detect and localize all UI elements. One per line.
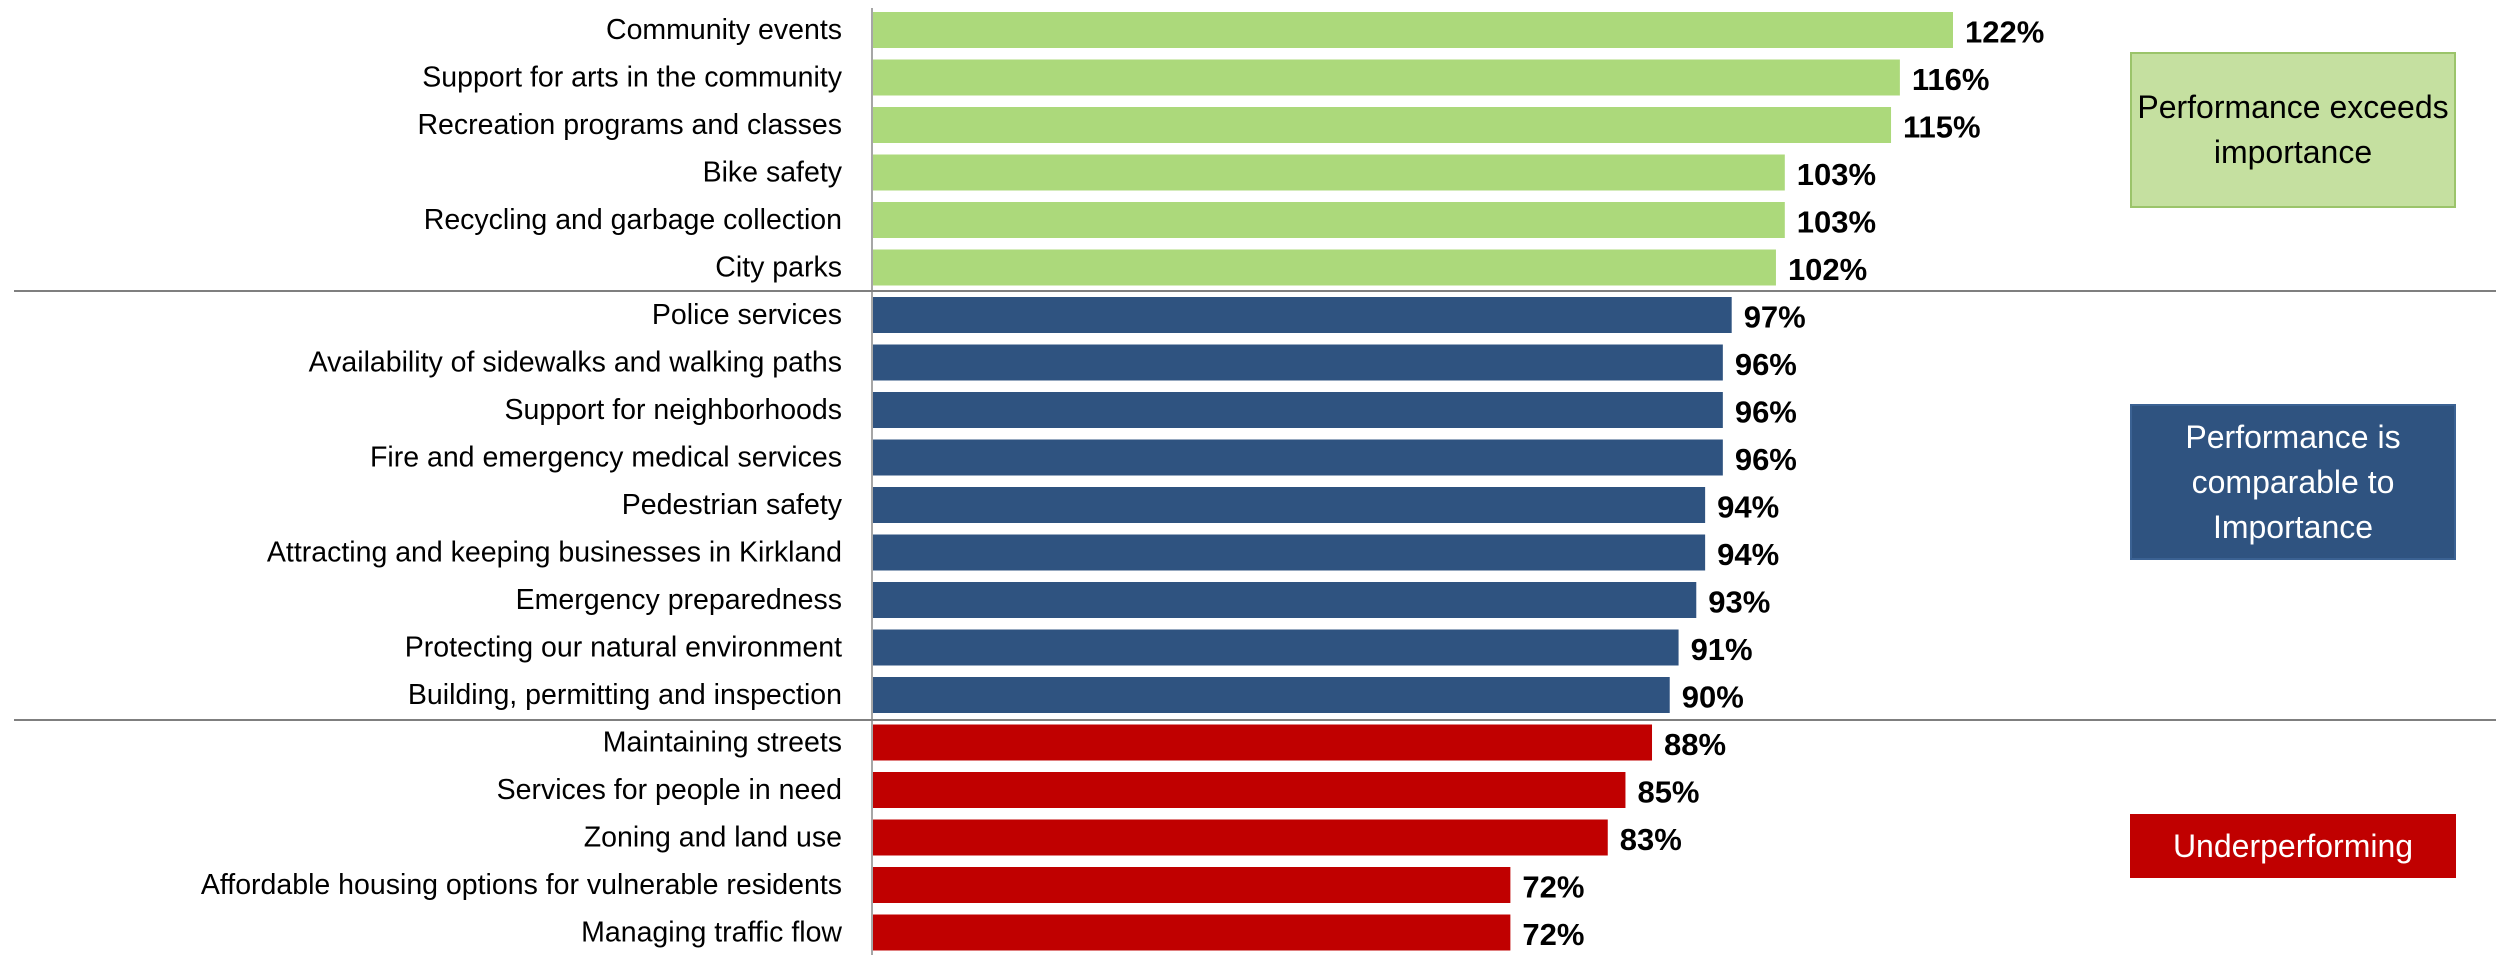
bar [873, 344, 1723, 381]
bar [873, 297, 1732, 333]
category-label: Support for neighborhoods [505, 394, 843, 426]
bar [873, 819, 1608, 856]
legend-performance-comparable: Performance is comparable to Importance [2130, 404, 2456, 560]
bar [873, 914, 1511, 951]
value-label: 72% [1522, 870, 1584, 905]
category-label: Affordable housing options for vulnerabl… [201, 869, 842, 901]
legend-performance-exceeds: Performance exceeds importance [2130, 52, 2456, 208]
category-label: Police services [652, 299, 842, 331]
value-label: 122% [1965, 15, 2044, 50]
category-label: Fire and emergency medical services [370, 442, 842, 474]
value-label: 96% [1735, 347, 1797, 382]
bar [873, 582, 1697, 618]
bar [873, 772, 1626, 808]
bar [873, 154, 1785, 191]
labels: Community events 122% Support for arts in … [201, 14, 2044, 952]
value-label: 115% [1903, 110, 1981, 145]
bar [873, 534, 1706, 571]
category-label: Pedestrian safety [622, 489, 843, 521]
category-label: Emergency preparedness [516, 584, 842, 616]
category-label: Bike safety [703, 157, 843, 189]
value-label: 93% [1708, 585, 1770, 620]
category-label: Attracting and keeping businesses in Kir… [267, 537, 842, 569]
bar [873, 249, 1776, 286]
bar [873, 724, 1653, 761]
value-label: 94% [1717, 490, 1779, 525]
bar [873, 677, 1670, 713]
value-label: 116% [1912, 62, 1990, 97]
value-label: 96% [1735, 442, 1797, 477]
value-label: 102% [1788, 252, 1867, 287]
bar [873, 629, 1679, 666]
category-label: Availability of sidewalks and walking pa… [309, 347, 842, 379]
bar [873, 867, 1511, 903]
bar [873, 12, 1953, 48]
legend-underperforming: Underperforming [2130, 814, 2456, 878]
category-label: Recreation programs and classes [417, 109, 842, 141]
category-label: City parks [715, 252, 842, 284]
bars [873, 12, 1953, 951]
value-label: 103% [1797, 205, 1876, 240]
category-label: Recycling and garbage collection [424, 204, 842, 236]
value-label: 90% [1682, 680, 1744, 715]
bar [873, 392, 1723, 428]
value-label: 83% [1620, 822, 1682, 857]
value-label: 103% [1797, 157, 1876, 192]
value-label: 94% [1717, 537, 1779, 572]
category-label: Zoning and land use [584, 822, 842, 854]
value-label: 85% [1637, 775, 1699, 810]
category-label: Protecting our natural environment [405, 632, 842, 664]
value-label: 91% [1691, 632, 1753, 667]
value-label: 88% [1664, 727, 1726, 762]
bar [873, 59, 1900, 96]
category-label: Maintaining streets [603, 727, 842, 759]
category-label: Services for people in need [497, 774, 842, 806]
value-label: 72% [1522, 917, 1584, 952]
bar [873, 487, 1706, 523]
category-label: Support for arts in the community [422, 62, 843, 94]
category-label: Managing traffic flow [581, 917, 842, 949]
category-label: Community events [606, 14, 842, 46]
bar [873, 439, 1723, 476]
category-label: Building, permitting and inspection [408, 679, 842, 711]
value-label: 97% [1744, 300, 1806, 335]
bar [873, 107, 1892, 143]
value-label: 96% [1735, 395, 1797, 430]
bar [873, 202, 1785, 238]
